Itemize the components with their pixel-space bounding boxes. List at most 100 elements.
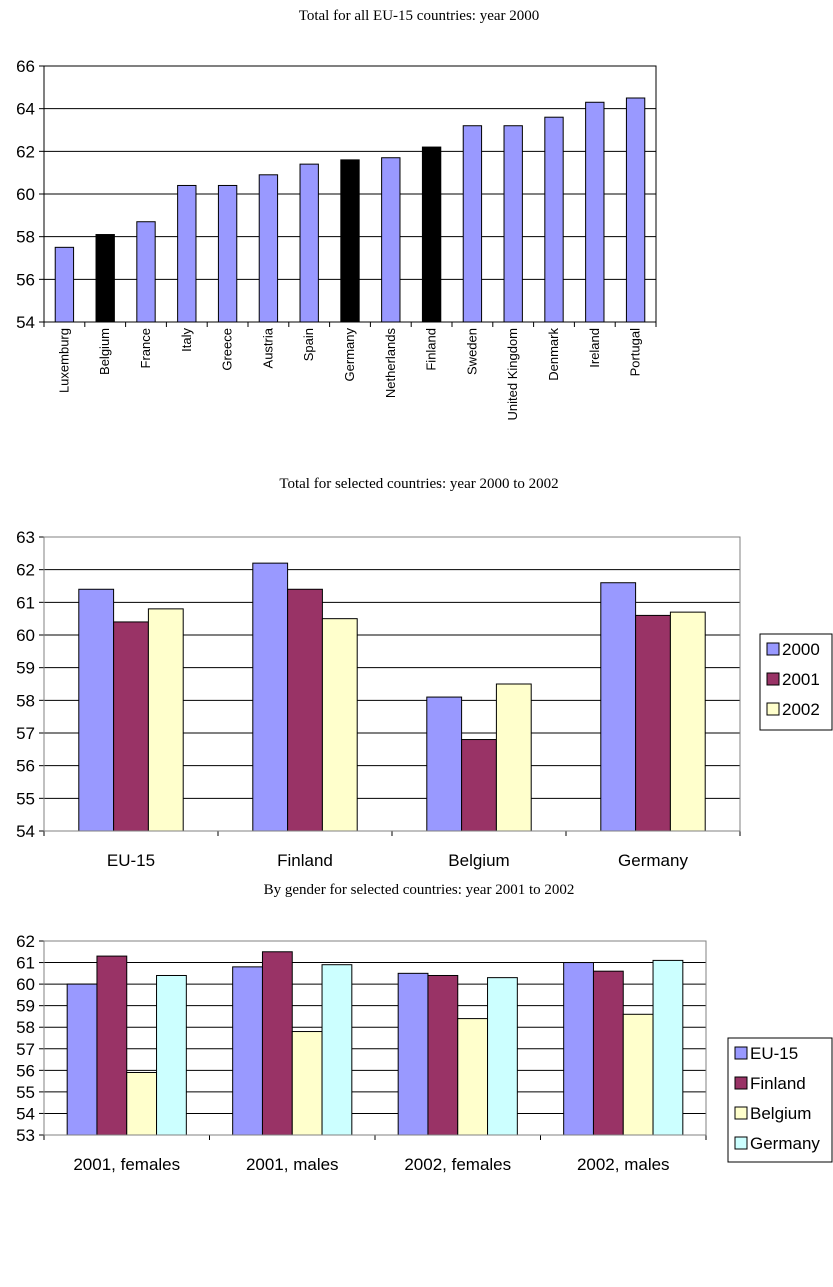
y-tick-label: 62 bbox=[16, 142, 35, 161]
x-category-label: Greece bbox=[220, 328, 235, 371]
legend-label: 2000 bbox=[782, 640, 820, 659]
x-category-label: Ireland bbox=[587, 328, 602, 368]
x-category-label: United Kingdom bbox=[505, 328, 520, 421]
legend-swatch bbox=[734, 1046, 748, 1060]
bar-eu-15-2001-males bbox=[232, 966, 263, 1136]
legend-swatch bbox=[766, 672, 780, 686]
y-tick-label: 55 bbox=[16, 1083, 35, 1102]
chart-1-title: Total for all EU-15 countries: year 2000 bbox=[299, 8, 540, 24]
y-tick-label: 60 bbox=[16, 626, 35, 645]
chart-2-plot-frame bbox=[43, 536, 741, 832]
bar-belgium-2001-males bbox=[291, 1031, 323, 1136]
x-category-label: Austria bbox=[260, 327, 275, 368]
y-tick-label: 61 bbox=[16, 954, 35, 973]
y-tick-label: 56 bbox=[16, 757, 35, 776]
legend-swatch bbox=[734, 1136, 748, 1150]
legend-label: Belgium bbox=[750, 1104, 811, 1123]
chart-3-legend: EU-15 Finland Belgium Germany bbox=[727, 1037, 833, 1163]
bar-sweden bbox=[462, 125, 483, 323]
legend-label: Finland bbox=[750, 1074, 806, 1093]
chart-3-y-ticks: 53 54 55 56 57 58 59 60 61 62 bbox=[16, 932, 44, 1145]
y-tick-label: 60 bbox=[16, 185, 35, 204]
bar-2000-eu-15 bbox=[78, 588, 115, 832]
bar-germany-2002-males bbox=[652, 959, 684, 1136]
bar-italy bbox=[177, 184, 197, 323]
legend-swatch bbox=[734, 1106, 748, 1120]
legend-label: EU-15 bbox=[750, 1044, 798, 1063]
bar-belgium-2001-females bbox=[126, 1071, 158, 1136]
x-category-label: Denmark bbox=[546, 328, 561, 381]
bar-2001-finland bbox=[287, 588, 323, 832]
chart-1-bars bbox=[54, 97, 646, 323]
bar-finland-2001-males bbox=[261, 951, 293, 1136]
bar-united-kingdom bbox=[503, 125, 523, 323]
x-category-label: Belgium bbox=[448, 851, 509, 870]
legend-swatch bbox=[766, 642, 780, 656]
x-category-label: Belgium bbox=[97, 328, 112, 375]
x-category-label: Finland bbox=[424, 328, 439, 371]
bar-2000-germany bbox=[600, 582, 637, 832]
legend-label: Germany bbox=[750, 1134, 820, 1153]
bar-eu-15-2002-males bbox=[563, 962, 594, 1136]
chart-1: Total for all EU-15 countries: year 2000… bbox=[16, 8, 657, 421]
chart-2-bars bbox=[78, 562, 706, 832]
y-tick-label: 62 bbox=[16, 932, 35, 951]
y-tick-label: 61 bbox=[16, 593, 35, 612]
x-category-label: Germany bbox=[618, 851, 688, 870]
bar-germany-2002-females bbox=[487, 977, 518, 1136]
y-tick-label: 64 bbox=[16, 100, 35, 119]
chart-3-bars bbox=[66, 951, 684, 1136]
bar-finland bbox=[421, 146, 442, 323]
y-tick-label: 53 bbox=[16, 1126, 35, 1145]
y-tick-label: 59 bbox=[16, 997, 35, 1016]
bar-greece bbox=[217, 184, 238, 323]
x-category-label: Finland bbox=[277, 851, 333, 870]
chart-1-y-ticks: 54 56 58 60 62 64 66 bbox=[16, 57, 44, 332]
chart-3-plot-frame bbox=[43, 940, 707, 1136]
bar-netherlands bbox=[381, 157, 401, 323]
bar-2002-finland bbox=[321, 618, 358, 832]
x-category-label: 2001, females bbox=[73, 1155, 180, 1174]
bar-portugal bbox=[625, 97, 646, 323]
legend-swatch bbox=[766, 702, 780, 716]
bar-2002-germany bbox=[669, 611, 706, 832]
x-category-label: France bbox=[138, 328, 153, 368]
chart-3-title: By gender for selected countries: year 2… bbox=[264, 882, 575, 898]
bar-2002-eu-15 bbox=[147, 608, 184, 832]
bar-2000-belgium bbox=[426, 696, 463, 832]
bar-2002-belgium bbox=[495, 683, 532, 832]
bar-france bbox=[136, 221, 156, 323]
legend-label: 2001 bbox=[782, 670, 820, 689]
bar-germany-2001-males bbox=[321, 964, 353, 1136]
x-category-label: Germany bbox=[342, 328, 357, 382]
bar-finland-2002-females bbox=[427, 974, 459, 1136]
x-category-label: Portugal bbox=[628, 328, 643, 377]
bar-2000-finland bbox=[252, 562, 289, 832]
bar-belgium bbox=[95, 234, 115, 323]
bar-ireland bbox=[585, 101, 605, 323]
chart-1-plot-frame bbox=[43, 65, 657, 323]
y-tick-label: 63 bbox=[16, 528, 35, 547]
chart-2-title: Total for selected countries: year 2000 … bbox=[279, 476, 558, 492]
bar-germany-2001-females bbox=[156, 974, 187, 1136]
x-category-label: Spain bbox=[301, 328, 316, 361]
y-tick-label: 60 bbox=[16, 975, 35, 994]
y-tick-label: 58 bbox=[16, 1018, 35, 1037]
y-tick-label: 56 bbox=[16, 1061, 35, 1080]
chart-2-x-ticks: EU-15 Finland Belgium Germany bbox=[43, 831, 741, 870]
chart-3-x-ticks: 2001, females 2001, males 2002, females 200… bbox=[43, 1135, 707, 1174]
x-category-label: Luxemburg bbox=[56, 328, 71, 393]
y-tick-label: 54 bbox=[16, 1104, 35, 1123]
y-tick-label: 59 bbox=[16, 659, 35, 678]
bar-austria bbox=[258, 174, 279, 323]
y-tick-label: 56 bbox=[16, 270, 35, 289]
bar-eu-15-2002-females bbox=[397, 972, 429, 1136]
x-category-label: 2002, males bbox=[577, 1155, 670, 1174]
chart-2-legend: 2000 2001 2002 bbox=[759, 633, 833, 731]
y-tick-label: 58 bbox=[16, 228, 35, 247]
bar-spain bbox=[299, 163, 319, 323]
x-category-label: EU-15 bbox=[107, 851, 155, 870]
bar-2001-germany bbox=[635, 614, 671, 832]
y-tick-label: 54 bbox=[16, 822, 35, 841]
